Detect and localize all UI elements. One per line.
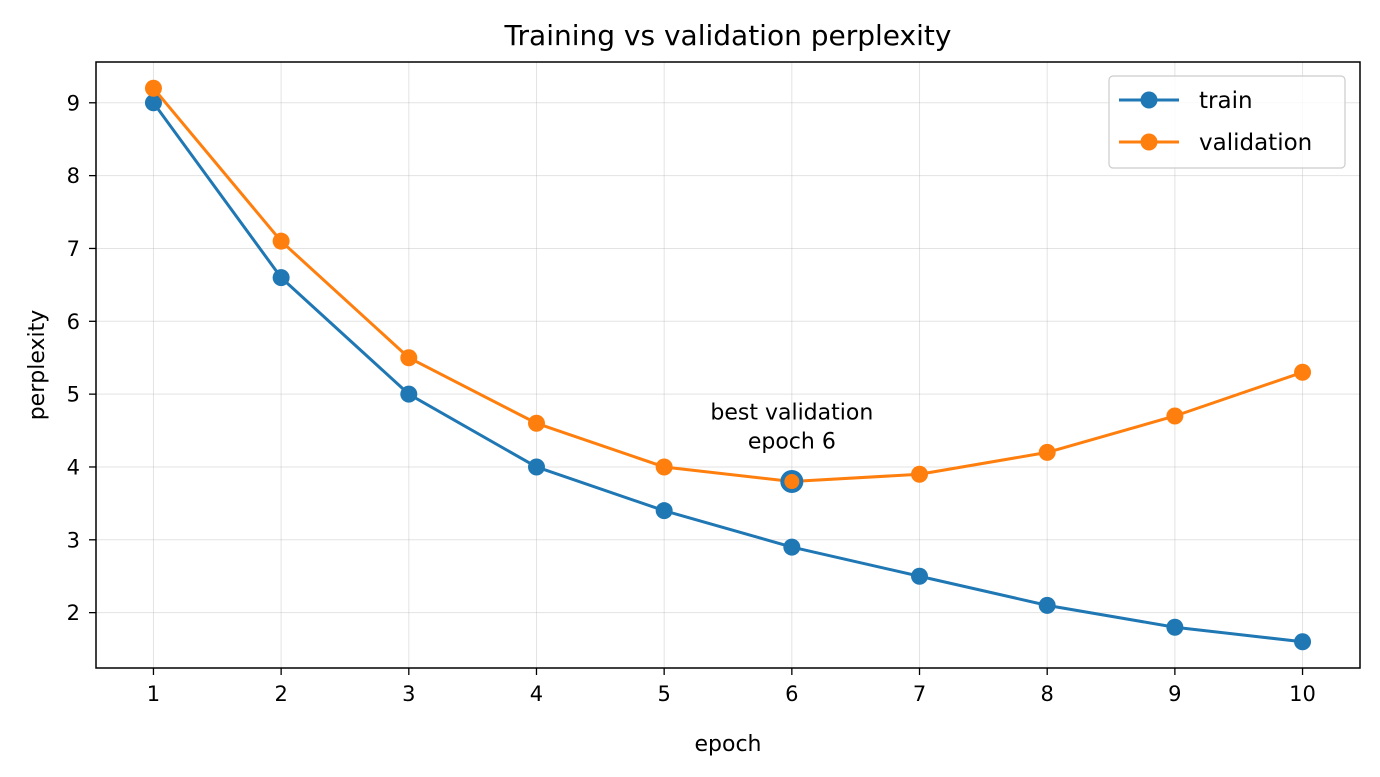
train-point	[783, 538, 801, 556]
x-tick-label: 2	[274, 682, 287, 706]
validation-point	[1294, 363, 1312, 381]
tick-layer: 1 2 3 4 5 6 7 8 9 10 2 3 4 5 6 7 8 9	[67, 91, 1316, 706]
legend: train validation	[1108, 75, 1346, 169]
annotation-line-1: best validation	[710, 401, 873, 426]
x-tick-label: 3	[402, 682, 415, 706]
legend-marker-validation	[1140, 133, 1158, 151]
validation-point	[655, 458, 673, 476]
y-tick-label: 7	[67, 237, 80, 261]
series-layer	[144, 79, 1312, 651]
y-tick-label: 9	[67, 91, 80, 115]
train-point	[400, 385, 418, 403]
train-point	[911, 567, 929, 585]
y-axis-label: perplexity	[25, 310, 50, 421]
x-tick-label: 5	[657, 682, 670, 706]
train-point	[655, 502, 673, 520]
validation-point	[1166, 407, 1184, 425]
validation-point	[144, 79, 162, 97]
validation-point	[911, 465, 929, 483]
validation-line	[152, 87, 1304, 484]
legend-label-validation: validation	[1199, 130, 1312, 156]
validation-point	[527, 414, 545, 432]
x-tick-label: 1	[147, 682, 160, 706]
x-tick-label: 9	[1168, 682, 1181, 706]
y-tick-label: 6	[67, 310, 80, 334]
annotation-line-2: epoch 6	[748, 430, 836, 455]
train-point	[1166, 618, 1184, 636]
plot-frame	[95, 61, 1361, 669]
validation-point	[1038, 443, 1056, 461]
x-tick-label: 4	[530, 682, 543, 706]
legend-label-train: train	[1199, 88, 1253, 114]
y-tick-label: 8	[67, 164, 80, 188]
x-tick-label: 8	[1041, 682, 1054, 706]
best-validation-inner-dot	[784, 474, 800, 490]
x-tick-label: 10	[1289, 682, 1316, 706]
x-axis-label: epoch	[695, 732, 762, 757]
annotation-layer: best validation epoch 6	[710, 401, 873, 494]
validation-point	[400, 349, 418, 367]
train-point	[1038, 596, 1056, 614]
validation-point	[272, 232, 290, 250]
chart-title: Training vs validation perplexity	[504, 19, 952, 52]
y-tick-label: 3	[67, 528, 80, 552]
legend-marker-train	[1140, 91, 1158, 109]
y-tick-label: 2	[67, 601, 80, 625]
train-line	[152, 101, 1303, 644]
y-tick-label: 5	[67, 383, 80, 407]
y-tick-label: 4	[67, 455, 80, 479]
x-tick-label: 6	[785, 682, 798, 706]
train-point	[527, 458, 545, 476]
train-point	[272, 269, 290, 287]
train-point	[1294, 633, 1312, 651]
x-tick-label: 7	[913, 682, 926, 706]
train-point	[144, 94, 162, 112]
